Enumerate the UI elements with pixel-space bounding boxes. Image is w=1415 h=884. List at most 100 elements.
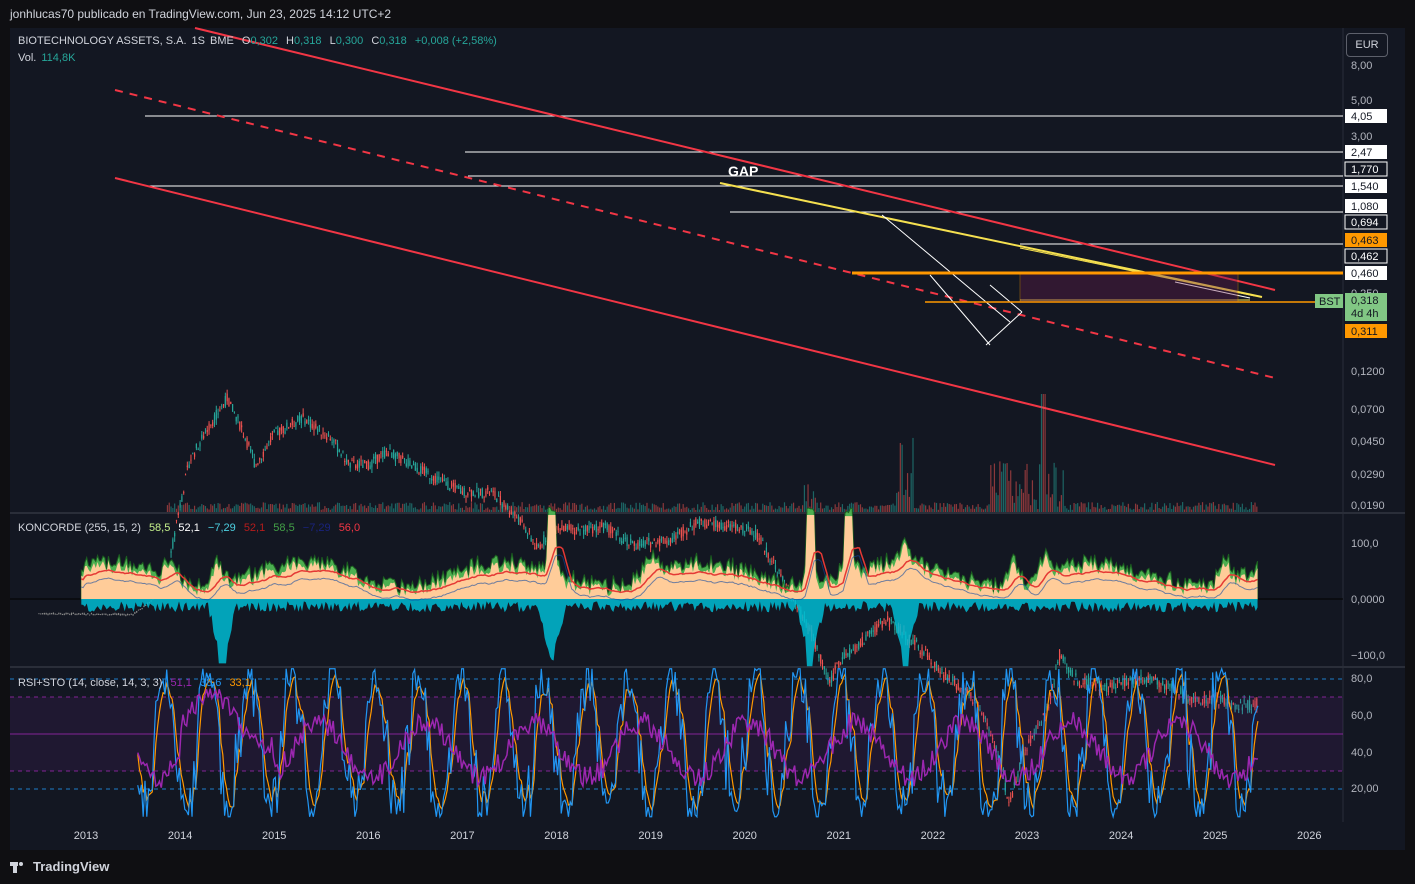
volume-bar bbox=[675, 506, 677, 512]
volume-bar bbox=[1131, 509, 1133, 512]
volume-bar bbox=[756, 503, 758, 512]
volume-bar bbox=[402, 503, 404, 512]
candle-body bbox=[318, 425, 321, 428]
candle-body bbox=[881, 621, 883, 628]
volume-bar bbox=[362, 506, 364, 512]
candle-body bbox=[307, 419, 310, 421]
volume-bar bbox=[271, 504, 273, 512]
volume-bar bbox=[972, 505, 974, 512]
volume-bar bbox=[720, 504, 722, 512]
candle-body bbox=[874, 626, 876, 635]
candle-body bbox=[879, 621, 882, 624]
candle-body bbox=[593, 525, 596, 528]
candle-body bbox=[289, 425, 292, 428]
volume-bar bbox=[317, 502, 319, 512]
rsi-legend[interactable]: RSI+STO (14, close, 14, 3, 3) 51,1 38,6 … bbox=[18, 677, 256, 689]
volume-bar bbox=[1046, 494, 1048, 512]
volume-bar bbox=[1145, 509, 1148, 512]
channel-lower-line bbox=[114, 177, 1276, 466]
volume-bar bbox=[166, 505, 169, 512]
volume-bar bbox=[941, 507, 943, 512]
candles-group bbox=[38, 389, 1258, 807]
candle-body bbox=[878, 624, 880, 626]
volume-bar bbox=[774, 508, 777, 512]
candle-body bbox=[774, 565, 777, 570]
volume-bar bbox=[545, 509, 547, 512]
candle-body bbox=[1189, 698, 1191, 701]
candle-body bbox=[990, 734, 992, 737]
level-tag: 1,080 bbox=[1351, 201, 1379, 213]
volume-bar bbox=[461, 507, 463, 512]
candle-body bbox=[373, 456, 375, 459]
candle-body bbox=[398, 452, 400, 459]
candle-body bbox=[228, 398, 230, 407]
currency-button[interactable]: EUR bbox=[1346, 33, 1388, 57]
candle-body bbox=[651, 542, 654, 544]
candle-body bbox=[1196, 698, 1198, 700]
candle-body bbox=[45, 613, 47, 615]
volume-bar bbox=[528, 503, 530, 512]
candle-body bbox=[680, 529, 682, 538]
candle-body bbox=[1151, 677, 1153, 683]
level-tag-orange: 0,311 bbox=[1351, 326, 1378, 338]
volume-bar bbox=[731, 502, 733, 512]
level-tag-orange: 0,463 bbox=[1351, 235, 1379, 247]
price-tick-label: 3,00 bbox=[1351, 131, 1372, 143]
candle-body bbox=[1006, 797, 1008, 799]
volume-bar bbox=[1212, 502, 1214, 512]
candle-body bbox=[302, 413, 304, 417]
candle-body bbox=[532, 541, 534, 544]
volume-bar bbox=[221, 509, 223, 512]
candle-body bbox=[89, 614, 91, 616]
volume-bar bbox=[966, 504, 968, 512]
candle-body bbox=[519, 517, 521, 525]
volume-bar bbox=[523, 509, 525, 512]
candle-body bbox=[1221, 697, 1224, 699]
candle-body bbox=[467, 493, 469, 496]
candle-body bbox=[490, 490, 492, 492]
volume-bar bbox=[1087, 502, 1090, 512]
candle-body bbox=[932, 666, 934, 668]
volume-bar bbox=[878, 509, 880, 512]
candle-body bbox=[662, 537, 664, 539]
candle-body bbox=[782, 576, 784, 582]
volume-legend[interactable]: Vol. 114,8K bbox=[18, 52, 80, 64]
candle-body bbox=[510, 510, 512, 515]
candle-body bbox=[575, 529, 578, 531]
candle-body bbox=[566, 526, 568, 530]
volume-bar bbox=[387, 505, 389, 512]
candle-body bbox=[383, 450, 386, 458]
candle-body bbox=[179, 503, 181, 508]
volume-bar bbox=[1058, 501, 1061, 512]
candle-body bbox=[1080, 685, 1082, 687]
candle-body bbox=[635, 547, 637, 549]
volume-bar bbox=[286, 503, 288, 512]
volume-bar bbox=[858, 504, 860, 512]
open-label: O bbox=[241, 35, 251, 47]
volume-bar bbox=[584, 506, 587, 512]
volume-bar bbox=[628, 508, 630, 512]
volume-bar bbox=[456, 509, 458, 512]
candle-body bbox=[452, 482, 454, 487]
candle-body bbox=[60, 613, 62, 615]
volume-bar bbox=[257, 507, 259, 512]
candle-body bbox=[1194, 696, 1196, 703]
volume-bar bbox=[228, 504, 230, 512]
koncorde-legend[interactable]: KONCORDE (255, 15, 2) 58,5 52,1 −7,29 52… bbox=[18, 522, 365, 534]
candle-body bbox=[678, 530, 681, 532]
volume-bar bbox=[669, 509, 672, 512]
volume-bar bbox=[1218, 503, 1220, 512]
candle-body bbox=[916, 639, 918, 641]
main-legend[interactable]: BIOTECHNOLOGY ASSETS, S.A. 1S BME O0,302 H… bbox=[18, 35, 502, 47]
volume-bar bbox=[501, 505, 503, 512]
volume-bar bbox=[1198, 502, 1200, 512]
candle-body bbox=[912, 637, 914, 645]
candle-body bbox=[429, 478, 431, 480]
volume-bar bbox=[1013, 502, 1015, 512]
volume-bar bbox=[1001, 471, 1003, 512]
tradingview-logo[interactable]: TradingView bbox=[10, 859, 109, 874]
wedge-line bbox=[929, 274, 991, 346]
volume-bar bbox=[1011, 495, 1014, 512]
volume-bar bbox=[660, 507, 663, 512]
